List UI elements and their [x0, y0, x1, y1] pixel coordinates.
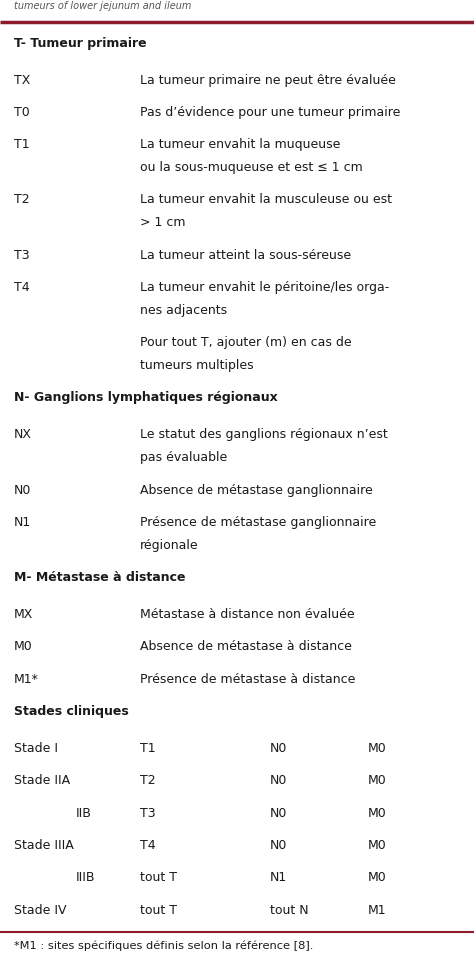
Text: T2: T2 [140, 774, 155, 786]
Text: TX: TX [14, 73, 31, 86]
Text: M1: M1 [367, 903, 386, 915]
Text: nes adjacents: nes adjacents [140, 303, 227, 317]
Text: Absence de métastase à distance: Absence de métastase à distance [140, 640, 352, 652]
Text: IIB: IIB [76, 806, 91, 819]
Text: Stade IIA: Stade IIA [14, 774, 70, 786]
Text: La tumeur envahit la musculeuse ou est: La tumeur envahit la musculeuse ou est [140, 194, 392, 206]
Text: T- Tumeur primaire: T- Tumeur primaire [14, 36, 147, 50]
Text: M0: M0 [14, 640, 33, 652]
Text: Présence de métastase ganglionnaire: Présence de métastase ganglionnaire [140, 515, 376, 528]
Text: Stade IIIA: Stade IIIA [14, 838, 74, 851]
Text: pas évaluable: pas évaluable [140, 451, 227, 464]
Text: N0: N0 [270, 838, 288, 851]
Text: Le statut des ganglions régionaux n’est: Le statut des ganglions régionaux n’est [140, 428, 388, 441]
Text: T2: T2 [14, 194, 30, 206]
Text: N0: N0 [14, 483, 32, 496]
Text: La tumeur envahit le péritoine/les orga-: La tumeur envahit le péritoine/les orga- [140, 281, 389, 293]
Text: La tumeur envahit la muqueuse: La tumeur envahit la muqueuse [140, 138, 340, 151]
Text: MX: MX [14, 607, 34, 620]
Text: Pas d’évidence pour une tumeur primaire: Pas d’évidence pour une tumeur primaire [140, 106, 400, 118]
Text: > 1 cm: > 1 cm [140, 216, 185, 229]
Text: T1: T1 [14, 138, 30, 151]
Text: Absence de métastase ganglionnaire: Absence de métastase ganglionnaire [140, 483, 373, 496]
Text: M- Métastase à distance: M- Métastase à distance [14, 570, 186, 584]
Text: régionale: régionale [140, 538, 199, 552]
Text: N1: N1 [270, 870, 287, 883]
Text: Présence de métastase à distance: Présence de métastase à distance [140, 672, 355, 685]
Text: T3: T3 [14, 248, 30, 261]
Text: T1: T1 [140, 741, 155, 754]
Text: M0: M0 [367, 838, 386, 851]
Text: *M1 : sites spécifiques définis selon la référence [8].: *M1 : sites spécifiques définis selon la… [14, 940, 314, 951]
Text: T4: T4 [14, 281, 30, 293]
Text: NX: NX [14, 428, 32, 441]
Text: ou la sous-muqueuse et est ≤ 1 cm: ou la sous-muqueuse et est ≤ 1 cm [140, 161, 363, 174]
Text: La tumeur primaire ne peut être évaluée: La tumeur primaire ne peut être évaluée [140, 73, 396, 86]
Text: N0: N0 [270, 741, 288, 754]
Text: T4: T4 [140, 838, 155, 851]
Text: Stade I: Stade I [14, 741, 58, 754]
Text: T3: T3 [140, 806, 155, 819]
Text: IIIB: IIIB [76, 870, 95, 883]
Text: Stade IV: Stade IV [14, 903, 67, 915]
Text: La tumeur atteint la sous-séreuse: La tumeur atteint la sous-séreuse [140, 248, 351, 261]
Text: tumeurs multiples: tumeurs multiples [140, 359, 254, 372]
Text: N0: N0 [270, 774, 288, 786]
Text: M0: M0 [367, 774, 386, 786]
Text: Métastase à distance non évaluée: Métastase à distance non évaluée [140, 607, 355, 620]
Text: Pour tout T, ajouter (m) en cas de: Pour tout T, ajouter (m) en cas de [140, 335, 351, 349]
Text: Stades cliniques: Stades cliniques [14, 704, 129, 717]
Text: tout T: tout T [140, 903, 177, 915]
Text: N0: N0 [270, 806, 288, 819]
Text: tout T: tout T [140, 870, 177, 883]
Text: M1*: M1* [14, 672, 39, 685]
Text: M0: M0 [367, 741, 386, 754]
Text: M0: M0 [367, 870, 386, 883]
Text: T0: T0 [14, 106, 30, 118]
Text: M0: M0 [367, 806, 386, 819]
Text: N1: N1 [14, 515, 31, 528]
Text: tout N: tout N [270, 903, 309, 915]
Text: N- Ganglions lymphatiques régionaux: N- Ganglions lymphatiques régionaux [14, 391, 278, 404]
Text: tumeurs of lower jejunum and ileum: tumeurs of lower jejunum and ileum [14, 2, 191, 12]
